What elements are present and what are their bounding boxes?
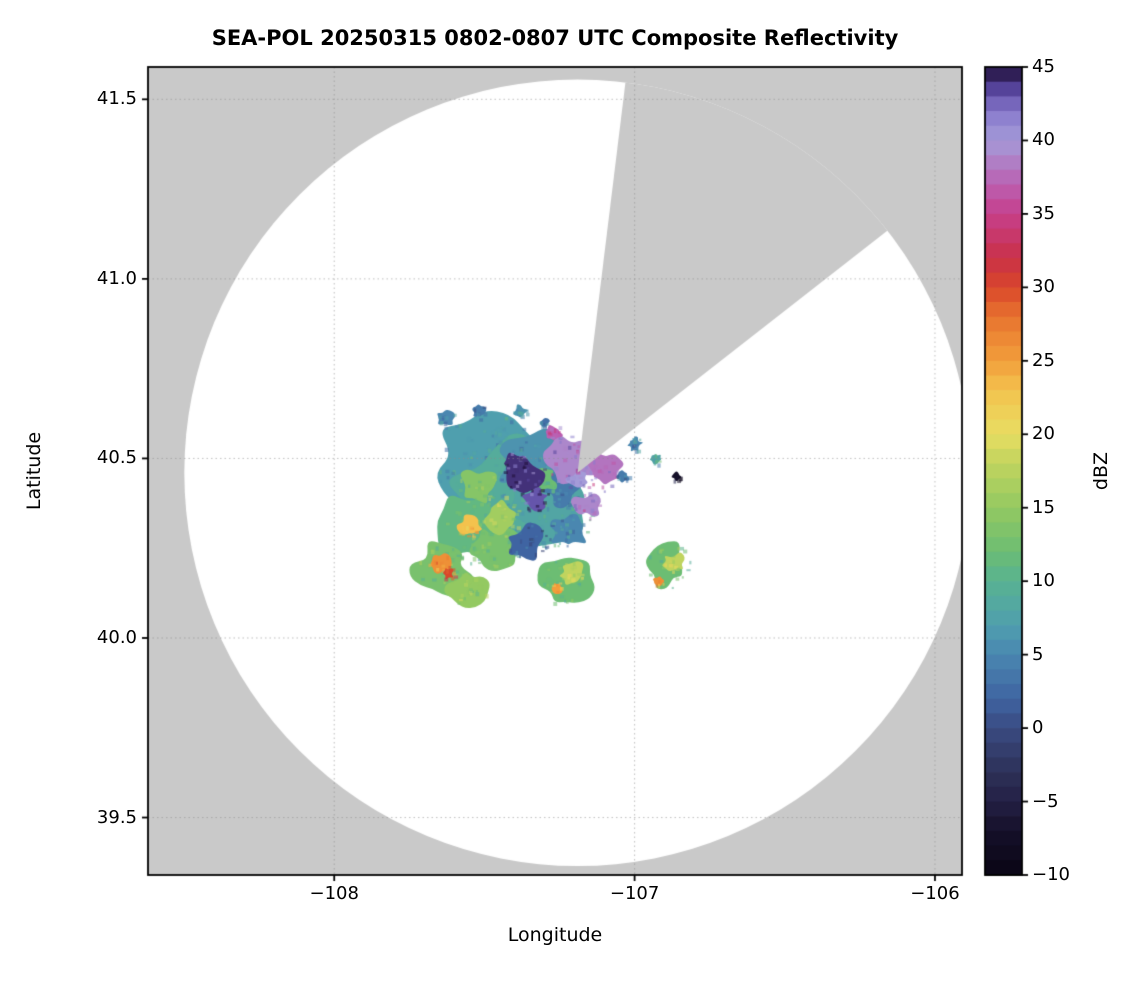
- y-axis-label: Latitude: [23, 431, 45, 511]
- colorbar-tick-label: 20: [1032, 423, 1055, 445]
- x-tick-label: −108: [309, 883, 359, 904]
- colorbar-tick-label: 25: [1032, 349, 1055, 371]
- y-tick-label: 39.5: [96, 806, 137, 828]
- colorbar-tick-label: 10: [1032, 570, 1055, 592]
- y-tick-label: 40.0: [96, 626, 137, 648]
- colorbar-tick-label: 15: [1032, 496, 1055, 518]
- colorbar-label: dBZ: [1090, 451, 1112, 491]
- colorbar-tick-label: 0: [1032, 717, 1044, 739]
- y-tick-label: 41.5: [96, 88, 137, 110]
- colorbar-tick-label: 45: [1032, 56, 1055, 77]
- colorbar-tick-label: 40: [1032, 129, 1055, 151]
- chart-title: SEA-POL 20250315 0802-0807 UTC Composite…: [211, 26, 899, 50]
- colorbar-tick-label: −5: [1032, 790, 1059, 812]
- y-tick-label: 40.5: [96, 447, 137, 469]
- x-tick-label: −106: [910, 883, 960, 904]
- colorbar-tick-label: 5: [1032, 643, 1044, 665]
- colorbar-tick-label: 30: [1032, 276, 1055, 298]
- y-tick-label: 41.0: [96, 267, 137, 289]
- colorbar-tick-label: −10: [1032, 864, 1070, 885]
- x-tick-label: −107: [609, 883, 660, 904]
- x-axis-label: Longitude: [507, 924, 603, 946]
- colorbar-tick-label: 35: [1032, 202, 1055, 224]
